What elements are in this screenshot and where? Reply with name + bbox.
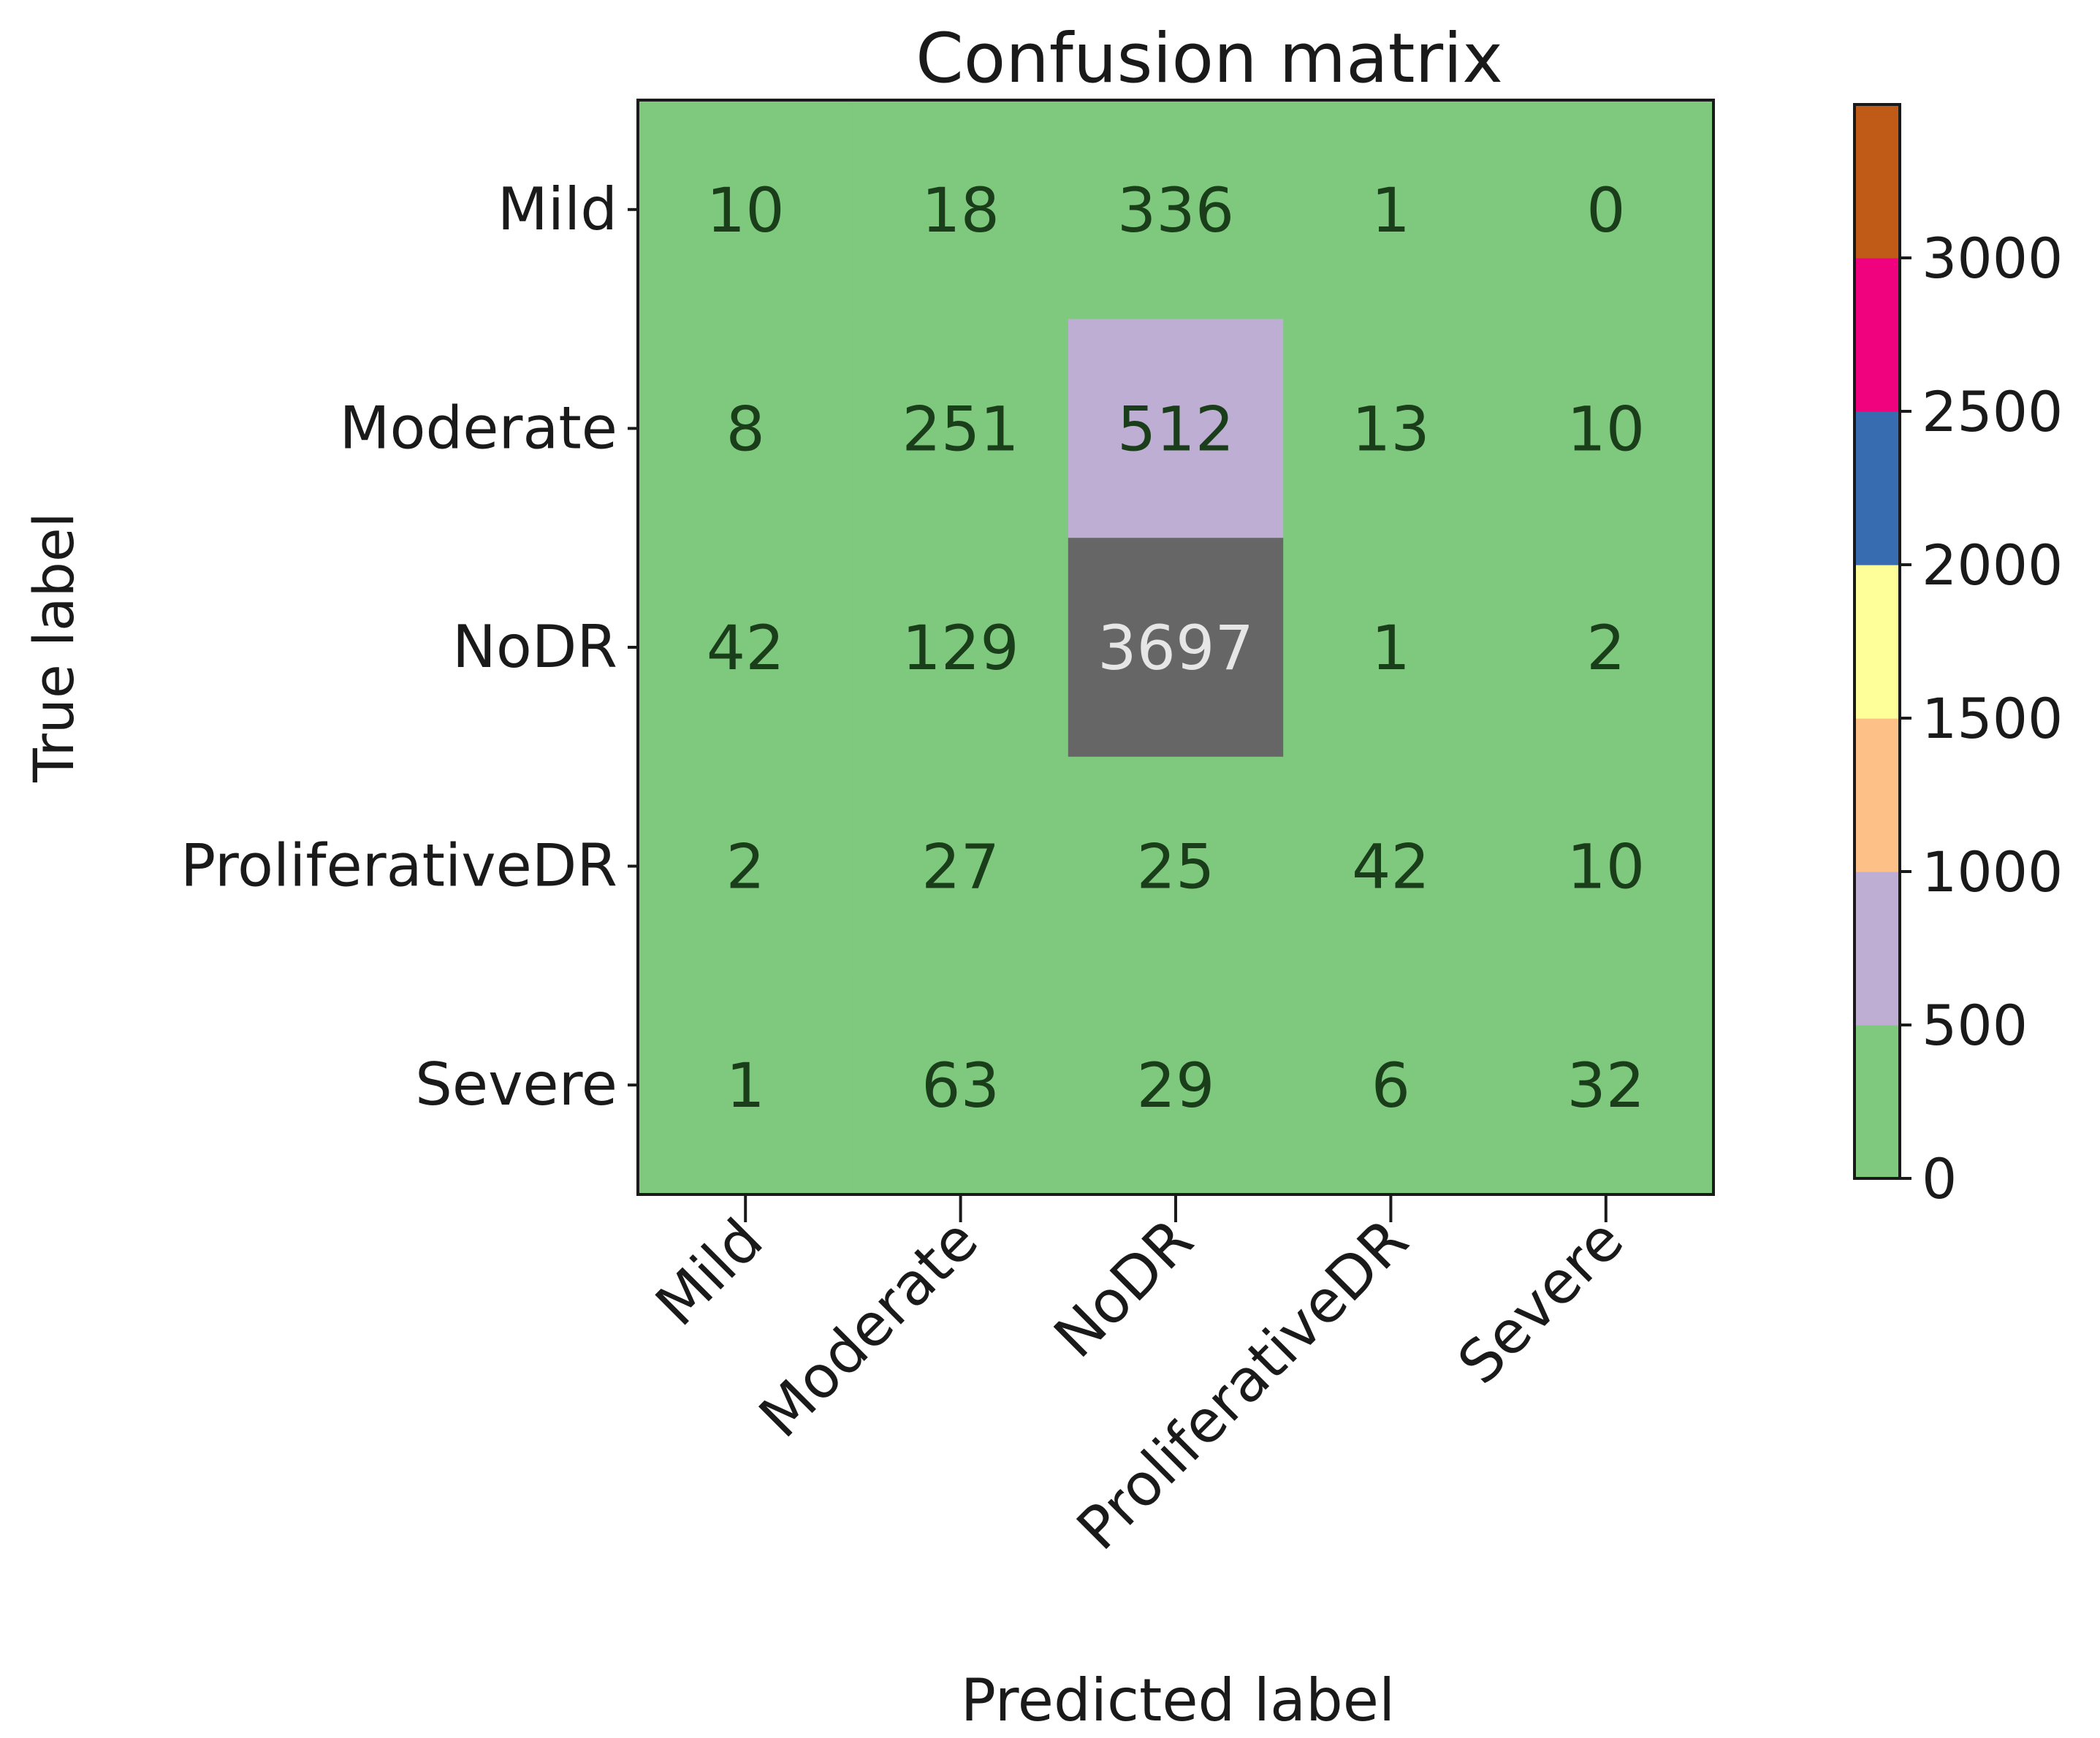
heatmap-cell [1498,756,1714,976]
x-tick-label: Severe [1445,1206,1637,1398]
cell-value-label: 29 [1137,1050,1215,1121]
cell-value-label: 1 [1372,175,1410,246]
colorbar-tick-label: 500 [1922,993,2028,1058]
colorbar-segment [1854,411,1900,565]
cell-value-label: 25 [1137,831,1215,903]
heatmap-cell [853,319,1069,538]
heatmap-cell [1283,100,1499,320]
cell-value-label: 10 [1567,393,1645,465]
cell-value-label: 512 [1117,393,1234,465]
colorbar-tick-label: 3000 [1922,226,2063,291]
colorbar-tick-label: 2000 [1922,533,2063,598]
heatmap-cell [1068,975,1284,1195]
heatmap-cell [638,538,853,758]
cell-value-label: 8 [726,393,764,465]
colorbar-segment [1854,718,1900,872]
cell-value-label: 2 [1586,612,1625,684]
y-tick-label: ProliferativeDR [180,832,617,900]
colorbar-tick-label: 1000 [1922,839,2063,904]
cell-value-label: 1 [726,1050,764,1121]
y-axis-label: True label [21,512,86,782]
heatmap-cell [1068,319,1284,538]
heatmap-cell [1498,100,1714,320]
cell-value-label: 10 [1567,831,1645,903]
cell-value-label: 27 [921,831,1000,903]
heatmap-cell [1283,538,1499,758]
x-tick-label: Mild [643,1206,776,1339]
heatmap-cell [1498,975,1714,1195]
cell-value-label: 18 [921,175,1000,246]
heatmap-cell [1498,319,1714,538]
colorbar-tick-label: 0 [1922,1146,1957,1211]
heatmap-cell [853,100,1069,320]
y-tick-label: NoDR [452,613,617,681]
cell-value-label: 129 [902,612,1019,684]
heatmap-cell [1068,538,1284,758]
y-tick-label: Moderate [340,394,617,462]
cell-value-label: 2 [726,831,764,903]
y-tick-label: Mild [498,175,617,243]
chart-title: Confusion matrix [916,19,1503,99]
heatmap-cell [853,538,1069,758]
colorbar: 0 500 1000 1500 2000 2500 3000 [1853,103,2063,1211]
colorbar-segment [1854,872,1900,1026]
cell-value-label: 42 [707,612,785,684]
heatmap-cell [1068,100,1284,320]
x-tick-label: NoDR [1041,1206,1206,1371]
x-tick-label: Moderate [746,1206,991,1451]
y-tick-label: Severe [415,1051,617,1118]
heatmap-cell [1068,756,1284,976]
heatmap-cell [638,319,853,538]
colorbar-segment [1854,1025,1900,1179]
heatmap-cell [853,756,1069,976]
cell-value-label: 1 [1372,612,1410,684]
colorbar-tick-label: 2500 [1922,379,2063,444]
cell-value-label: 32 [1567,1050,1645,1121]
colorbar-segment [1854,104,1900,259]
heatmap-cell [638,100,853,320]
cell-value-label: 6 [1372,1050,1410,1121]
x-axis-label: Predicted label [961,1666,1395,1734]
heatmap-cell [1283,756,1499,976]
colorbar-tick-label: 1500 [1922,686,2063,751]
cell-value-label: 336 [1117,175,1234,246]
heatmap-cell [1283,319,1499,538]
cell-value-label: 10 [707,175,785,246]
heatmap-cells [638,100,1714,1195]
cell-value-label: 13 [1352,393,1430,465]
cell-value-label: 42 [1352,831,1430,903]
y-axis-ticks: Mild Moderate NoDR ProliferativeDR Severe [180,175,638,1118]
cell-value-label: 0 [1586,175,1625,246]
heatmap-cell [1283,975,1499,1195]
colorbar-segment [1854,565,1900,719]
colorbar-frame [1853,103,1901,1180]
heatmap-cell [1498,538,1714,758]
heatmap-cell [638,975,853,1195]
colorbar-segment [1854,258,1900,412]
heatmap-cell [638,756,853,976]
cell-value-label: 63 [921,1050,1000,1121]
cell-value-label: 3697 [1097,612,1254,684]
cell-value-label: 251 [902,393,1019,465]
heatmap-cell [853,975,1069,1195]
